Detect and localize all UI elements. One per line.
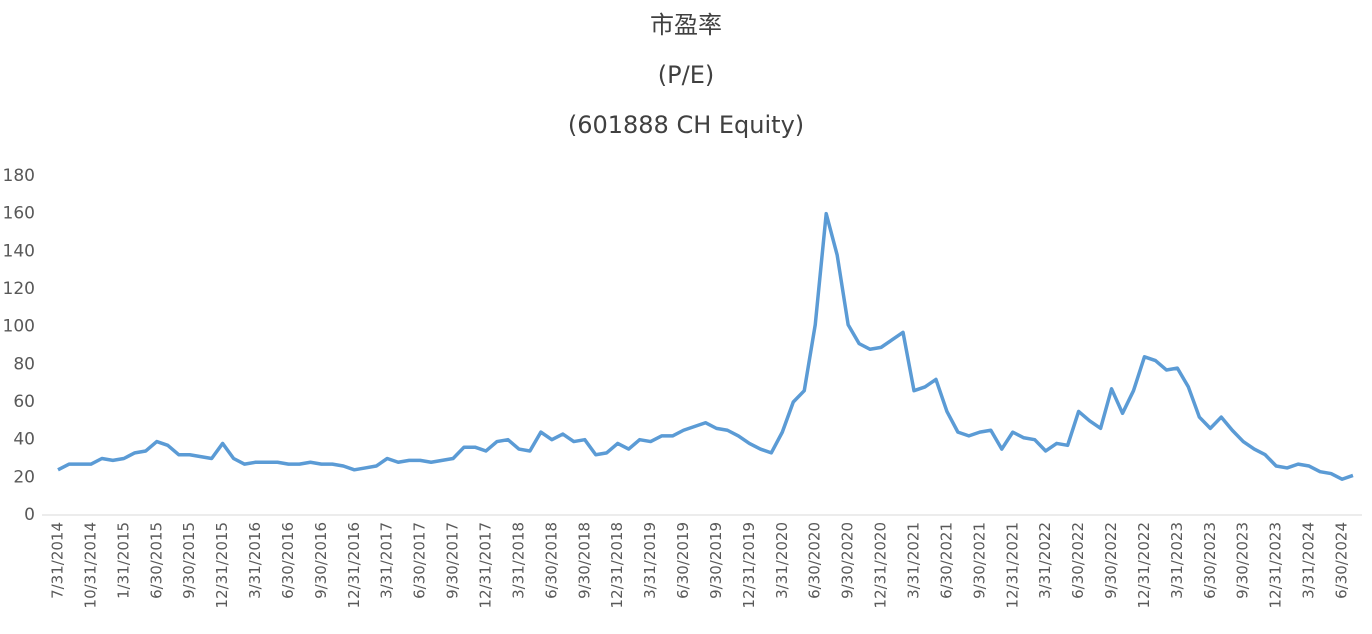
x-tick-label: 6/30/2017 [411,522,429,599]
y-tick-label: 40 [13,430,35,450]
x-tick-label: 9/30/2018 [575,522,593,599]
chart-title: 市盈率 [650,11,722,39]
x-tick-label: 9/30/2016 [312,522,330,599]
x-tick-label: 12/31/2021 [1003,522,1021,608]
x-tick-label: 12/31/2020 [872,522,890,608]
x-tick-label: 6/30/2022 [1069,522,1087,599]
x-tick-label: 9/30/2017 [444,522,462,599]
x-tick-label: 3/31/2023 [1168,522,1186,599]
x-tick-label: 6/30/2020 [806,522,824,599]
y-tick-label: 120 [3,279,35,299]
x-tick-label: 9/30/2020 [839,522,857,599]
y-tick-label: 140 [3,241,35,261]
x-tick-label: 6/30/2015 [147,522,165,599]
y-tick-label: 180 [3,166,35,186]
x-tick-label: 12/31/2019 [740,522,758,608]
x-tick-label: 6/30/2018 [542,522,560,599]
x-tick-label: 3/31/2016 [246,522,264,599]
x-tick-label: 12/31/2017 [477,522,495,608]
x-tick-label: 6/30/2016 [279,522,297,599]
x-tick-label: 12/31/2018 [608,522,626,608]
y-tick-label: 0 [24,505,35,525]
x-tick-label: 9/30/2021 [970,522,988,599]
x-tick-label: 3/31/2021 [905,522,923,599]
x-tick-label: 7/31/2014 [49,522,67,599]
x-tick-label: 3/31/2020 [773,522,791,599]
y-tick-label: 20 [13,467,35,487]
x-tick-label: 6/30/2024 [1333,522,1351,599]
x-tick-label: 6/30/2021 [937,522,955,599]
x-tick-label: 10/31/2014 [81,522,99,608]
x-tick-label: 12/31/2023 [1267,522,1285,608]
x-tick-label: 3/31/2019 [641,522,659,599]
y-tick-label: 100 [3,317,35,337]
x-tick-label: 3/31/2024 [1300,522,1318,599]
x-tick-label: 12/31/2015 [213,522,231,608]
x-tick-label: 3/31/2022 [1036,522,1054,599]
x-tick-label: 3/31/2017 [378,522,396,599]
x-tick-label: 3/31/2018 [509,522,527,599]
x-tick-label: 9/30/2023 [1234,522,1252,599]
chart-subtitle: (601888 CH Equity) [568,111,804,139]
chart-subtitle: (P/E) [658,61,714,89]
x-tick-label: 6/30/2023 [1201,522,1219,599]
x-tick-label: 12/31/2016 [345,522,363,608]
x-tick-label: 9/30/2022 [1102,522,1120,599]
x-tick-label: 9/30/2015 [180,522,198,599]
x-tick-label: 12/31/2022 [1135,522,1153,608]
data-line [57,211,1354,481]
y-tick-label: 60 [13,392,35,412]
y-tick-label: 160 [3,204,35,224]
x-tick-label: 1/31/2015 [114,522,132,599]
y-tick-label: 80 [13,354,35,374]
x-tick-label: 6/30/2019 [674,522,692,599]
x-tick-label: 9/30/2019 [707,522,725,599]
